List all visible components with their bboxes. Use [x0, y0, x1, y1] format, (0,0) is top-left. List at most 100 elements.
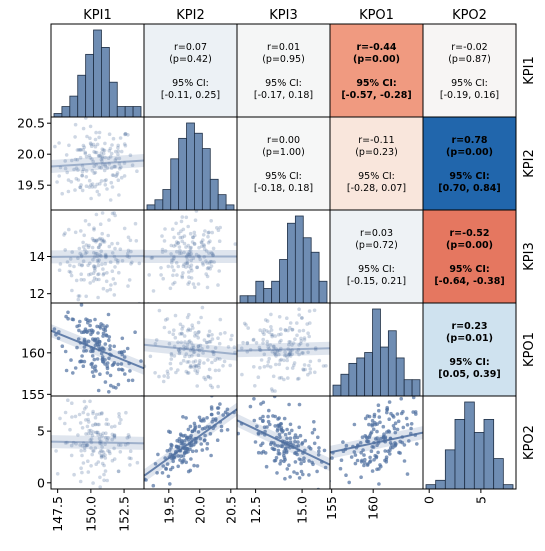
scatter-point	[84, 443, 89, 448]
scatter-point	[272, 459, 277, 463]
scatter-point	[210, 333, 214, 337]
scatter-point	[404, 416, 409, 421]
corr-ci-title: 95% CI:	[449, 357, 489, 368]
scatter-point	[205, 416, 209, 420]
scatter-point	[66, 398, 70, 403]
scatter-point	[277, 340, 282, 344]
scatter-point	[207, 334, 211, 338]
regression-ci-band	[51, 249, 144, 264]
scatter-point	[278, 358, 283, 363]
scatter-point	[295, 452, 299, 457]
scatter-point	[185, 346, 190, 350]
scatter-point	[97, 451, 102, 455]
scatter-point	[69, 453, 74, 458]
scatter-point	[128, 369, 132, 373]
scatter-point	[115, 173, 119, 177]
scatter-point	[233, 242, 237, 246]
scatter-point	[189, 266, 193, 271]
scatter-point	[374, 454, 379, 459]
scatter-point	[193, 368, 197, 373]
scatter-point	[65, 170, 69, 175]
scatter-point	[174, 261, 179, 265]
scatter-point	[102, 148, 107, 153]
scatter-point	[188, 424, 193, 429]
scatter-point	[104, 333, 109, 338]
scatter-point	[290, 428, 294, 433]
corr-p-label: (p=0.01)	[446, 333, 493, 344]
scatter-point	[183, 340, 187, 344]
scatter-point	[148, 354, 153, 359]
scatter-point	[103, 179, 107, 183]
scatter-point	[272, 351, 277, 356]
histogram-bar	[294, 215, 304, 304]
regression-ci-band	[144, 338, 237, 361]
scatter-point	[262, 364, 267, 369]
scatter-point	[199, 442, 203, 446]
corr-cell-kpi2-kpo2: r=0.78(p=0.00) 95% CI:[0.70, 0.84]	[423, 117, 516, 210]
scatter-point	[150, 255, 155, 260]
corr-p-label: (p=0.95)	[262, 54, 305, 65]
scatter-point	[279, 346, 283, 351]
scatter-point	[359, 450, 364, 455]
scatter-point	[172, 256, 176, 261]
scatter-point	[202, 418, 206, 423]
scatter-point	[265, 363, 270, 368]
scatter-point	[80, 173, 84, 178]
scatter-point	[216, 283, 220, 287]
scatter-point	[330, 456, 334, 460]
scatter-point	[292, 361, 297, 365]
scatter-kpo1-vs-kpi3	[237, 307, 330, 393]
scatter-point	[90, 365, 95, 369]
x-tick-label: 15.0	[295, 496, 310, 524]
histogram-bar	[108, 81, 118, 118]
scatter-point	[105, 366, 110, 371]
scatter-point	[111, 385, 116, 389]
scatter-point	[188, 348, 193, 353]
scatter-point	[226, 391, 230, 395]
corr-cell-bg	[330, 210, 423, 303]
scatter-point	[391, 424, 396, 428]
scatter-point	[86, 339, 91, 344]
scatter-point	[97, 165, 102, 169]
histogram-bar	[194, 132, 203, 211]
scatter-point	[288, 475, 292, 479]
scatter-point	[172, 328, 176, 333]
scatter-point	[162, 325, 167, 330]
scatter-point	[287, 342, 291, 347]
scatter-point	[179, 219, 184, 224]
scatter-point	[154, 360, 158, 364]
scatter-point	[103, 342, 108, 346]
scatter-point	[102, 240, 107, 244]
scatter-point	[368, 434, 372, 438]
scatter-point	[117, 367, 121, 372]
scatter-point	[91, 423, 95, 428]
scatter-point	[94, 369, 98, 373]
corr-cell-kpi2-kpi3: r=0.00(p=1.00) 95% CI:[-0.18, 0.18]	[237, 117, 330, 210]
histogram-bar	[170, 158, 180, 211]
scatter-point	[371, 445, 376, 449]
scatter-point	[160, 250, 165, 254]
scatter-point	[100, 147, 105, 151]
scatter-point	[177, 251, 182, 256]
scatter-point	[197, 254, 201, 259]
scatter-point	[193, 363, 197, 368]
scatter-point	[296, 440, 300, 444]
scatter-point	[77, 294, 82, 298]
scatter-point	[297, 376, 301, 381]
scatter-point	[208, 239, 212, 243]
scatter-point	[278, 462, 282, 466]
scatter-point	[202, 375, 206, 380]
scatter-point	[116, 145, 120, 150]
scatter-point	[270, 333, 275, 337]
scatter-point	[70, 401, 74, 406]
scatter-point	[94, 430, 98, 435]
scatter-point	[183, 354, 187, 359]
scatter-point	[300, 441, 305, 445]
corr-ci-label: [-0.57, -0.28]	[341, 90, 411, 101]
scatter-point	[299, 461, 303, 466]
scatter-point	[186, 252, 191, 257]
scatter-point	[192, 285, 197, 290]
histogram-kpi2	[146, 122, 235, 211]
scatter-point	[116, 469, 121, 474]
scatter-point	[96, 337, 100, 341]
